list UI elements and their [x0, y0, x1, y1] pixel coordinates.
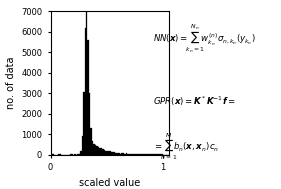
Bar	[151, 154, 152, 155]
Bar	[148, 154, 149, 155]
Bar	[139, 154, 140, 155]
Bar	[98, 147, 99, 155]
Bar	[80, 151, 81, 155]
Bar	[92, 141, 93, 155]
Bar	[93, 144, 95, 155]
Bar	[112, 152, 114, 155]
Bar	[123, 153, 124, 155]
Bar	[154, 154, 155, 155]
Bar	[86, 2, 87, 155]
Bar	[114, 152, 115, 155]
Bar	[77, 154, 79, 155]
Bar	[146, 154, 148, 155]
Bar	[108, 151, 110, 155]
Bar	[85, 28, 86, 155]
Bar	[115, 153, 117, 155]
Bar	[111, 152, 112, 155]
X-axis label: scaled value: scaled value	[79, 178, 140, 188]
Bar	[130, 154, 132, 155]
Bar	[155, 154, 157, 155]
Bar	[118, 153, 120, 155]
Bar	[89, 93, 90, 155]
Bar	[129, 154, 130, 155]
Bar	[120, 154, 121, 155]
Bar	[124, 154, 126, 155]
Text: $=\!\!\sum_{n=1}^{M}\!\! b_n(\boldsymbol{x},\boldsymbol{x}_n)c_n$: $=\!\!\sum_{n=1}^{M}\!\! b_n(\boldsymbol…	[153, 132, 219, 162]
Bar	[70, 154, 71, 155]
Bar	[140, 154, 142, 155]
Bar	[90, 128, 92, 155]
Bar	[144, 154, 145, 155]
Bar	[135, 154, 136, 155]
Bar	[117, 153, 118, 155]
Bar	[99, 148, 101, 155]
Text: $NN(\boldsymbol{x}) = \!\!\sum_{k_n=1}^{N_n}\!\! w_{k_n}^{(n)}\sigma_{n,k_n}(y_{: $NN(\boldsymbol{x}) = \!\!\sum_{k_n=1}^{…	[153, 23, 256, 55]
Bar	[106, 151, 108, 155]
Bar	[126, 153, 127, 155]
Bar	[105, 150, 106, 155]
Bar	[160, 154, 161, 155]
Bar	[142, 154, 144, 155]
Y-axis label: no. of data: no. of data	[6, 57, 15, 109]
Bar	[71, 154, 73, 155]
Bar	[104, 149, 105, 155]
Bar	[87, 40, 89, 155]
Bar	[138, 154, 139, 155]
Bar	[102, 149, 104, 155]
Bar	[79, 154, 80, 155]
Text: $GPR(\boldsymbol{x}) = \boldsymbol{K}^*\boldsymbol{K}^{-1}\boldsymbol{f} =$: $GPR(\boldsymbol{x}) = \boldsymbol{K}^*\…	[153, 94, 236, 108]
Bar	[157, 154, 158, 155]
Bar	[145, 154, 146, 155]
Bar	[121, 153, 123, 155]
Bar	[74, 154, 76, 155]
Bar	[127, 154, 129, 155]
Bar	[52, 154, 53, 155]
Bar	[133, 154, 135, 155]
Bar	[152, 154, 154, 155]
Bar	[81, 136, 83, 155]
Bar	[110, 151, 111, 155]
Bar	[136, 154, 138, 155]
Bar	[149, 154, 151, 155]
Bar	[158, 154, 160, 155]
Bar	[83, 92, 85, 155]
Bar	[96, 146, 98, 155]
Bar	[58, 154, 60, 155]
Bar	[101, 148, 102, 155]
Bar	[161, 154, 163, 155]
Bar	[95, 145, 96, 155]
Bar	[60, 154, 61, 155]
Bar	[132, 154, 133, 155]
